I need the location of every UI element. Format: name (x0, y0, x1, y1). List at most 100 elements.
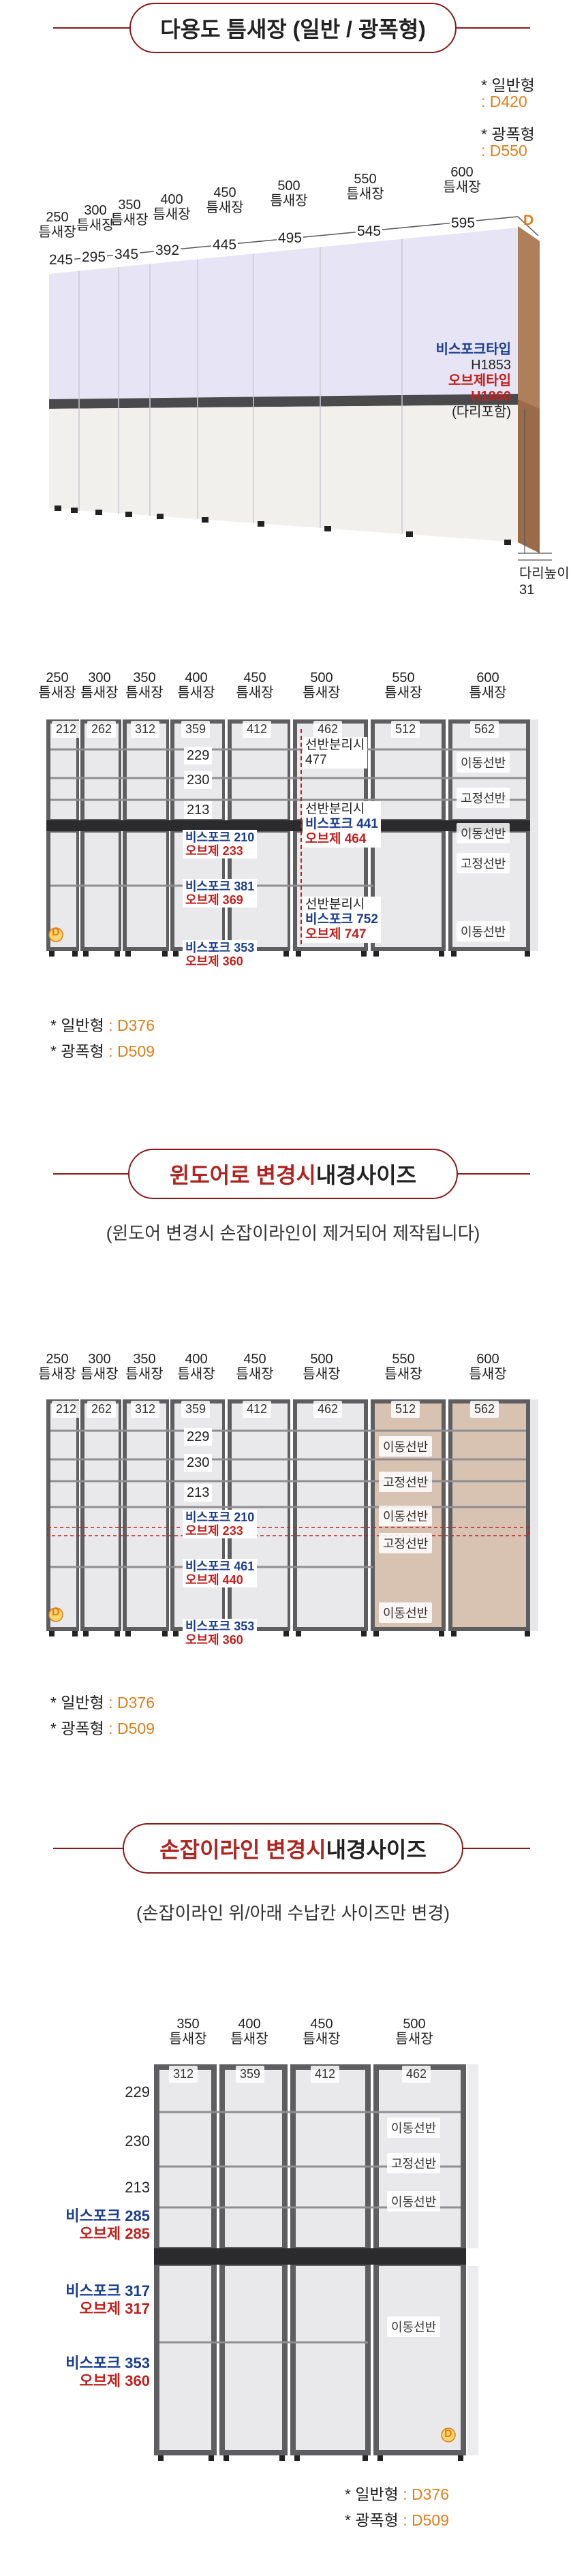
depth-wide-note: * 광폭형 : D509 (345, 2511, 449, 2529)
inner-212: 212 (52, 1401, 81, 1418)
dim-545: 545 (356, 223, 383, 240)
col-head-400: 400 틈새장 (230, 2017, 268, 2047)
fixed-shelf-1: 고정선반 (387, 2153, 441, 2173)
col-head-250: 250 틈새장 (38, 1352, 76, 1382)
inner-262: 262 (87, 1401, 117, 1418)
movable-shelf-2: 이동선반 (387, 2191, 441, 2212)
split1: 선반분리시 477 (303, 737, 368, 769)
inner-312: 312 (131, 1401, 160, 1418)
split2: 선반분리시 비스포크 441 오브제 464 (303, 801, 381, 848)
inner-262: 262 (87, 721, 117, 738)
col-head-350: 350 틈새장 (125, 1352, 164, 1382)
shelf-213: 213 (125, 2179, 150, 2196)
col-head-300: 300 틈새장 (80, 670, 119, 700)
height-note: (다리포함) (452, 405, 511, 420)
section-handle-line: 손잡이라인 변경시 내경사이즈 (손잡이라인 위/아래 수납칸 사이즈만 변경)… (0, 1785, 586, 2576)
inner-562: 562 (470, 1401, 499, 1418)
leg-value: 31 (519, 583, 535, 598)
split3: 선반분리시 비스포크 752 오브제 747 (303, 897, 381, 943)
inner-359: 359 (181, 721, 211, 738)
height-objet-value: H1860 (471, 389, 511, 404)
height-bisforc-label: 비스포크타입 (435, 342, 511, 357)
dim-345: 345 (113, 247, 140, 263)
height-bisforc-value: H1853 (471, 358, 511, 373)
depth-wide-note: * 광폭형 : D509 (50, 1042, 155, 1060)
col-head-350: 350 틈새장 (125, 670, 164, 700)
col-head-300: 300 틈새장 (80, 1352, 119, 1382)
col-head-450: 450 틈새장 (206, 185, 244, 215)
bis-353: 비스포크 353 오브제 360 (65, 2355, 150, 2389)
inner-512: 512 (391, 1401, 420, 1418)
col-head-500: 500 틈새장 (395, 2017, 433, 2047)
inner-412: 412 (243, 721, 272, 738)
bis-210: 비스포크 210 오브제 233 (183, 830, 258, 858)
inner-359: 359 (236, 2066, 265, 2083)
depth-normal-note: * 일반형 : D376 (345, 2485, 449, 2503)
depth-marker: D (444, 2428, 452, 2440)
depth-wide-note: * 광폭형 : D509 (50, 1720, 155, 1737)
movable-shelf-1: 이동선반 (457, 752, 510, 773)
col-head-500: 500 틈새장 (303, 670, 341, 700)
depth-normal-note: * 일반형 : D376 (50, 1694, 155, 1711)
depth-normal-value: : D420 (481, 93, 527, 110)
section-title: 손잡이라인 변경시 내경사이즈 (123, 1823, 463, 1874)
leg-height-info: 다리높이 31 (519, 565, 570, 598)
depth-marker: D (52, 1607, 60, 1618)
depth-normal-note: * 일반형 (481, 76, 535, 94)
section-title: 윈도어로 변경시 내경사이즈 (128, 1149, 458, 1199)
section-title: 다용도 틈새장 (일반 / 광폭형) (129, 3, 457, 53)
shelf-213: 213 (184, 1484, 213, 1502)
section-overview: 다용도 틈새장 (일반 / 광폭형) * 일반형 : D420 * 광폭형 : … (0, 0, 586, 654)
col-head-400: 400 틈새장 (153, 192, 191, 222)
fixed-shelf-2: 고정선반 (457, 853, 510, 873)
shelf-230: 230 (125, 2132, 150, 2150)
dim-245: 245 (48, 252, 75, 268)
shelf-229: 229 (184, 747, 213, 764)
bis-353: 비스포크 353 오브제 360 (183, 1619, 258, 1647)
inner-312: 312 (131, 721, 160, 738)
movable-shelf-3: 이동선반 (387, 2316, 441, 2337)
section-window-door: 윈도어로 변경시 내경사이즈 (윈도어 변경시 손잡이라인이 제거되어 제작됩니… (0, 1090, 586, 1785)
col-head-400: 400 틈새장 (177, 1352, 215, 1382)
depth-wide-note: * 광폭형 (481, 125, 535, 143)
fixed-shelf-2: 고정선반 (379, 1533, 433, 1553)
bis-353: 비스포크 353 오브제 360 (183, 940, 258, 969)
col-head-250: 250 틈새장 (38, 670, 76, 700)
depth-wide-value: : D550 (481, 142, 527, 159)
dim-392: 392 (154, 243, 181, 259)
col-head-600: 600 틈새장 (469, 1352, 507, 1382)
inner-312: 312 (169, 2066, 198, 2083)
movable-shelf-3: 이동선반 (457, 921, 510, 942)
dim-295: 295 (80, 249, 108, 266)
col-head-400: 400 틈새장 (177, 670, 215, 700)
dim-495: 495 (277, 230, 304, 247)
col-head-500: 500 틈새장 (303, 1352, 341, 1382)
movable-shelf-1: 이동선반 (387, 2117, 441, 2138)
movable-shelf-2: 이동선반 (379, 1506, 433, 1526)
cabinet-row-illustration (47, 216, 552, 561)
height-info: 비스포크타입 H1853 오브제타입 H1860 (다리포함) (409, 342, 511, 420)
shelf-230: 230 (184, 771, 213, 789)
inner-462: 462 (402, 2066, 431, 2083)
depth-marker: D (523, 213, 534, 228)
col-head-450: 450 틈새장 (236, 670, 274, 700)
shelf-229: 229 (125, 2083, 150, 2100)
movable-shelf-1: 이동선반 (379, 1436, 433, 1457)
col-head-550: 550 틈새장 (346, 172, 384, 202)
col-head-550: 550 틈새장 (384, 670, 422, 700)
col-head-600: 600 틈새장 (443, 165, 481, 195)
leg-label: 다리높이 (519, 566, 570, 581)
inner-412: 412 (243, 1401, 272, 1418)
fixed-shelf-1: 고정선반 (379, 1472, 433, 1492)
bis-285: 비스포크 285 오브제 285 (65, 2207, 150, 2242)
bis-461: 비스포크 461 오브제 440 (183, 1559, 258, 1587)
fixed-shelf-1: 고정선반 (457, 788, 510, 808)
inner-212: 212 (52, 721, 81, 738)
dim-595: 595 (450, 215, 477, 232)
dim-445: 445 (211, 237, 238, 253)
col-head-350: 350 틈새장 (110, 198, 149, 228)
col-head-350: 350 틈새장 (169, 2017, 207, 2047)
bis-210: 비스포크 210 오브제 233 (183, 1510, 258, 1538)
movable-shelf-2: 이동선반 (457, 823, 510, 843)
